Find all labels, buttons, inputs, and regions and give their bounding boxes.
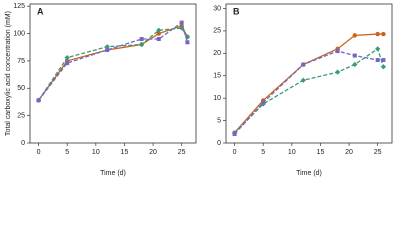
plot-frame [225, 3, 393, 144]
y-tick-label: 75 [17, 58, 25, 65]
point [352, 53, 357, 58]
x-tick-label: 5 [65, 149, 69, 156]
x-tick-label: 25 [374, 149, 382, 156]
y-tick-label: 5 [217, 117, 221, 124]
point [36, 98, 41, 103]
point [375, 58, 380, 63]
point [335, 49, 340, 54]
y-tick-label: 25 [17, 112, 25, 119]
point [139, 37, 144, 42]
point [65, 61, 70, 66]
y-tick-label: 50 [17, 85, 25, 92]
x-tick-label: 15 [121, 149, 129, 156]
point [104, 44, 110, 50]
x-tick-label: 25 [178, 149, 186, 156]
x-tick-label: 0 [37, 149, 41, 156]
x-tick-label: 0 [233, 149, 237, 156]
point [352, 61, 358, 68]
point [375, 31, 380, 37]
x-tick-label: 15 [317, 149, 325, 156]
y-tick-label: 25 [213, 28, 221, 35]
y-tick-label: 20 [213, 50, 221, 57]
y-tick-label: 10 [213, 95, 221, 102]
x-axis-label: Time (d) [296, 170, 322, 177]
point [381, 58, 386, 63]
point [380, 64, 387, 70]
y-tick-label: 0 [21, 140, 25, 147]
point [185, 40, 190, 45]
series-line [38, 27, 188, 101]
series-line [234, 50, 384, 135]
y-tick-label: 30 [213, 5, 221, 12]
x-tick-label: 20 [149, 149, 157, 156]
series-line [38, 25, 188, 101]
point [375, 46, 381, 52]
series-line [38, 21, 189, 101]
point [179, 20, 184, 25]
point [381, 31, 386, 37]
y-tick-label: 125 [13, 3, 25, 10]
point [156, 31, 161, 36]
point [352, 33, 357, 38]
y-tick-label: 100 [13, 30, 25, 37]
y-axis-label: Total carboxylic acid concentration (mM) [5, 11, 12, 136]
y-tick-label: 0 [217, 140, 221, 147]
panel-label: A [37, 6, 44, 16]
x-axis-label: Time (d) [100, 170, 126, 177]
series-line [234, 33, 384, 134]
x-tick-label: 20 [345, 149, 353, 156]
point [300, 77, 306, 83]
point [156, 27, 162, 33]
point [261, 100, 266, 105]
x-tick-label: 10 [288, 149, 296, 156]
point [232, 132, 237, 137]
point [105, 47, 110, 52]
panel-label: B [233, 6, 240, 16]
x-tick-label: 10 [92, 149, 100, 156]
x-tick-label: 5 [261, 149, 265, 156]
y-tick-label: 15 [213, 73, 221, 80]
point [301, 62, 306, 67]
point [335, 69, 341, 75]
point [64, 55, 70, 61]
plot-frame [29, 3, 197, 144]
point [156, 37, 161, 42]
point [139, 41, 145, 48]
